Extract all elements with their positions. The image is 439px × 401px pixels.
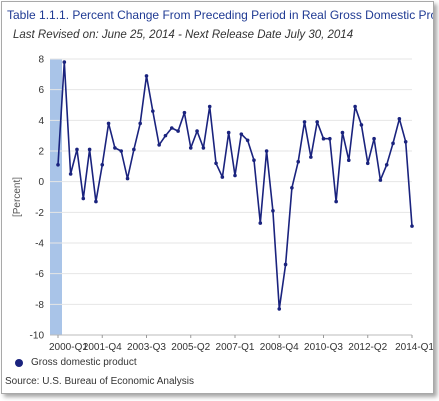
- data-point: [138, 121, 142, 126]
- data-point: [245, 138, 250, 143]
- data-point: [252, 158, 256, 162]
- y-tick-label: 0: [38, 177, 44, 188]
- y-tick-label: 6: [38, 85, 44, 96]
- legend-label: Gross domestic product: [31, 357, 137, 368]
- series-line-gross-domestic-product: [57, 61, 413, 310]
- data-point: [132, 147, 136, 152]
- y-tick-label: 8: [38, 55, 44, 66]
- data-point: [359, 123, 364, 127]
- data-point: [94, 199, 98, 204]
- data-point: [365, 161, 370, 166]
- chart-panel: Table 1.1.1. Percent Change From Precedi…: [1, 1, 434, 394]
- y-tick-label: 4: [38, 116, 44, 127]
- chart-title: Table 1.1.1. Percent Change From Precedi…: [7, 8, 434, 22]
- data-point: [346, 158, 351, 162]
- data-point: [258, 221, 263, 225]
- data-point: [391, 141, 395, 146]
- data-point: [62, 60, 67, 64]
- data-point: [239, 132, 244, 136]
- y-axis-label: [Percent]: [12, 177, 23, 217]
- data-point: [403, 140, 408, 144]
- data-point: [214, 161, 218, 166]
- x-tick-label: 2008-Q4: [260, 342, 299, 353]
- chart-source: Source: U.S. Bureau of Economic Analysis: [5, 376, 194, 387]
- x-tick-label: 2014-Q1: [395, 342, 433, 353]
- data-point: [315, 120, 319, 124]
- data-point: [384, 163, 389, 167]
- data-point: [169, 126, 174, 130]
- data-point: [378, 178, 383, 182]
- data-point: [328, 136, 332, 141]
- data-point: [157, 143, 161, 147]
- data-point: [233, 173, 237, 178]
- data-point: [201, 146, 206, 150]
- data-point: [302, 120, 307, 124]
- x-tick-label: 2005-Q2: [171, 342, 210, 353]
- data-point: [195, 129, 199, 133]
- data-point: [81, 196, 86, 201]
- data-point: [176, 129, 180, 133]
- data-point: [220, 175, 225, 179]
- data-point: [277, 307, 282, 311]
- data-point: [125, 176, 130, 181]
- data-point: [144, 74, 149, 78]
- data-point: [372, 136, 376, 141]
- data-point: [309, 155, 313, 159]
- data-point: [410, 224, 414, 228]
- y-tick-label: -6: [35, 269, 44, 280]
- y-tick-label: -10: [30, 331, 45, 342]
- x-tick-label: 2003-Q3: [127, 342, 166, 353]
- data-point: [283, 262, 288, 267]
- data-point: [182, 110, 187, 115]
- legend-marker: [15, 358, 23, 367]
- data-point: [207, 104, 212, 109]
- data-point: [87, 147, 92, 152]
- data-point: [334, 199, 338, 204]
- x-tick-label: 2001-Q4: [83, 342, 122, 353]
- x-tick-label: 2000-Q1: [49, 342, 88, 353]
- data-point: [340, 130, 345, 135]
- data-point: [68, 172, 73, 176]
- data-point: [397, 117, 402, 121]
- data-point: [56, 163, 60, 167]
- data-point: [188, 146, 193, 150]
- y-tick-label: -4: [35, 239, 44, 250]
- data-point: [271, 209, 275, 213]
- data-point: [290, 186, 294, 190]
- chart-legend: Gross domestic product: [15, 357, 137, 368]
- data-point: [75, 147, 79, 152]
- x-tick-label: 2007-Q1: [216, 342, 255, 353]
- data-point: [100, 163, 105, 167]
- y-tick-label: -8: [35, 300, 44, 311]
- data-point: [113, 146, 117, 150]
- chart-subtitle: Last Revised on: June 25, 2014 - Next Re…: [13, 29, 354, 41]
- data-point: [151, 109, 155, 113]
- data-point: [106, 121, 111, 126]
- y-tick-label: 2: [38, 147, 44, 158]
- x-tick-label: 2010-Q3: [304, 342, 343, 353]
- data-point: [264, 149, 269, 153]
- data-point: [163, 133, 168, 138]
- x-tick-label: 2012-Q2: [348, 342, 387, 353]
- data-point: [226, 130, 231, 135]
- data-point: [321, 136, 326, 141]
- data-point: [296, 159, 301, 164]
- highlight-band: [50, 59, 62, 335]
- data-point: [119, 149, 124, 153]
- y-tick-label: -2: [35, 208, 44, 219]
- data-point: [353, 104, 357, 109]
